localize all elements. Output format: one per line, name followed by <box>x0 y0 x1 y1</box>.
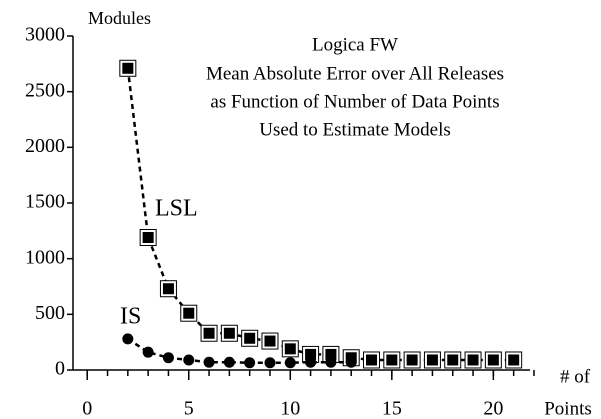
circle-marker <box>162 352 174 364</box>
y-tick-label: 1000 <box>25 246 65 268</box>
circle-marker <box>284 357 296 369</box>
square-marker <box>139 229 157 247</box>
y-tick-label: 3000 <box>25 24 65 46</box>
square-marker <box>505 351 523 369</box>
y-tick-label: 1500 <box>25 191 65 213</box>
y-tick-label: 0 <box>55 358 65 380</box>
circle-marker <box>223 356 235 368</box>
marker-fill <box>284 343 296 355</box>
marker-fill <box>203 327 215 339</box>
circle-marker <box>264 357 276 369</box>
marker-fill <box>122 62 134 74</box>
marker-fill <box>244 332 256 344</box>
x-tick-label: 5 <box>184 398 194 419</box>
circle-marker <box>305 356 317 368</box>
marker-fill <box>305 348 317 360</box>
circle-marker <box>345 356 357 368</box>
square-marker <box>484 351 502 369</box>
marker-fill <box>264 335 276 347</box>
square-marker <box>261 332 279 350</box>
circle-marker <box>122 333 134 345</box>
square-marker <box>403 351 421 369</box>
y-tick-label: 2500 <box>25 79 65 101</box>
x-axis-label: Points <box>544 398 592 419</box>
marker-fill <box>508 354 520 366</box>
marker-fill <box>162 283 174 295</box>
y-axis-label: Modules <box>88 8 151 28</box>
series-label: IS <box>120 304 141 330</box>
square-marker <box>159 280 177 298</box>
y-tick-label: 500 <box>35 302 65 324</box>
marker-fill <box>366 354 378 366</box>
x-tick-label: 0 <box>82 398 92 419</box>
marker-fill <box>142 232 154 244</box>
marker-fill <box>487 354 499 366</box>
chart-title: Used to Estimate Models <box>259 119 451 140</box>
circle-marker <box>325 356 337 368</box>
square-marker <box>444 351 462 369</box>
chart-title: as Function of Number of Data Points <box>210 91 499 112</box>
square-marker <box>220 324 238 342</box>
circle-marker <box>183 354 195 366</box>
x-tick-label: 15 <box>382 398 402 419</box>
marker-fill <box>386 354 398 366</box>
square-marker <box>200 324 218 342</box>
circle-marker <box>142 346 154 358</box>
marker-fill <box>467 354 479 366</box>
square-marker <box>423 351 441 369</box>
square-marker <box>383 351 401 369</box>
chart-title: Logica FW <box>312 34 398 55</box>
circle-marker <box>244 357 256 369</box>
marker-fill <box>426 354 438 366</box>
marker-fill <box>447 354 459 366</box>
marker-fill <box>183 307 195 319</box>
y-tick-label: 2000 <box>25 135 65 157</box>
square-marker <box>180 304 198 322</box>
x-axis-label: # of <box>560 366 591 387</box>
square-marker <box>119 59 137 77</box>
square-marker <box>281 340 299 358</box>
square-marker <box>363 351 381 369</box>
x-tick-label: 10 <box>280 398 300 419</box>
square-marker <box>464 351 482 369</box>
marker-fill <box>223 327 235 339</box>
circle-marker <box>203 356 215 368</box>
chart-title: Mean Absolute Error over All Releases <box>206 63 504 84</box>
marker-fill <box>325 348 337 360</box>
marker-fill <box>406 354 418 366</box>
square-marker <box>241 329 259 347</box>
x-tick-label: 20 <box>483 398 503 419</box>
square-marker <box>302 345 320 363</box>
series-label: LSL <box>155 196 198 222</box>
